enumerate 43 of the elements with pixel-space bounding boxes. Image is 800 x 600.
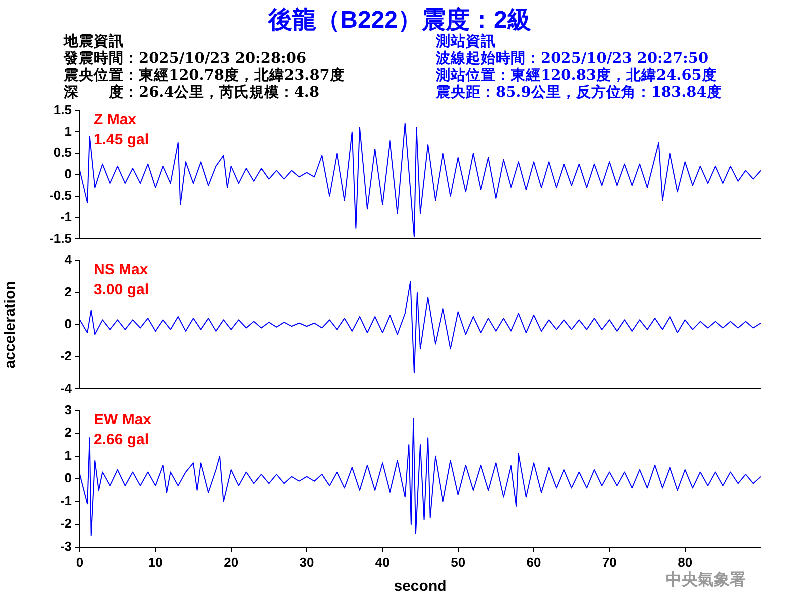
y-tick-label: -3	[60, 538, 72, 554]
y-tick-label: 1.5	[54, 102, 72, 118]
x-axis-title: second	[394, 578, 447, 596]
y-tick-label: 2	[64, 284, 72, 300]
x-tick-label: 60	[526, 554, 542, 570]
y-tick-label: 0.5	[54, 145, 72, 160]
text: 震央位置：東經120.78度，北緯23.87度	[64, 67, 345, 84]
y-tick-label: -2	[60, 348, 72, 364]
y-tick-label: -0.5	[50, 188, 72, 203]
text: 震央距：85.9公里，反方位角：183.84度	[436, 84, 722, 101]
text: 波線起始時間：2025/10/23 20:27:50	[436, 50, 709, 67]
y-tick-label: 1	[64, 124, 72, 139]
y-tick-label: 4	[64, 252, 73, 268]
annotation: Z Max 1.45 gal	[94, 111, 150, 148]
y-tick-label: 1	[64, 448, 72, 463]
annotation: EW Max 2.66 gal	[94, 411, 152, 448]
x-tick-label: 70	[602, 554, 617, 570]
x-tick-label: 50	[451, 554, 466, 570]
y-tick-label: 0	[64, 470, 72, 486]
y-tick-label: -1.5	[50, 230, 72, 246]
x-tick-label: 80	[678, 554, 693, 570]
annotation: NS Max 3.00 gal	[94, 261, 150, 298]
x-tick-label: 10	[148, 554, 163, 570]
x-tick-label: 30	[300, 554, 314, 570]
text: 測站資訊	[436, 33, 496, 50]
y-tick-label: 0	[64, 166, 72, 182]
y-tick-label: -1	[60, 493, 72, 508]
text: 發震時間：2025/10/23 20:28:06	[64, 50, 307, 67]
text: 中央氣象署	[666, 570, 746, 591]
y-tick-label: 3	[64, 402, 72, 418]
y-axis-title: acceleration	[2, 281, 20, 369]
chart-title: 後龍（B222）震度：2級	[268, 7, 532, 34]
x-tick-label: 20	[224, 554, 239, 570]
text: 地震資訊	[64, 33, 124, 50]
text: 深 度：26.4公里，芮氏規模：4.8	[64, 84, 320, 101]
y-tick-label: 0	[64, 316, 72, 332]
text: 測站位置：東經120.83度，北緯24.65度	[436, 67, 717, 84]
y-tick-label: 2	[64, 425, 72, 440]
x-tick-label: 40	[375, 554, 390, 570]
y-tick-label: -2	[60, 516, 72, 532]
y-tick-label: -4	[60, 380, 73, 396]
x-tick-label: 0	[76, 554, 84, 570]
y-tick-label: -1	[60, 209, 72, 224]
